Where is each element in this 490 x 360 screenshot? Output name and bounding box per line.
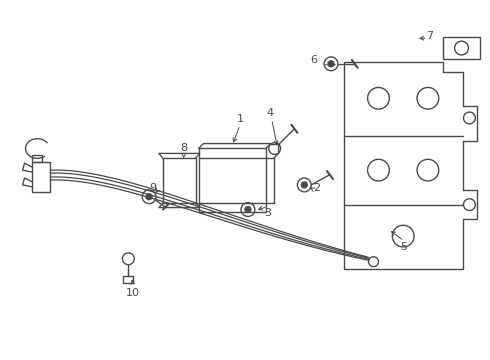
Text: 5: 5 — [401, 242, 408, 252]
Bar — [163, 158, 196, 203]
Circle shape — [245, 207, 251, 212]
Bar — [123, 276, 133, 283]
Text: 4: 4 — [266, 108, 273, 118]
Bar — [198, 148, 266, 212]
Bar — [32, 162, 50, 192]
Text: 3: 3 — [264, 208, 271, 219]
Circle shape — [146, 194, 152, 200]
Text: 7: 7 — [426, 31, 434, 41]
Bar — [443, 37, 480, 59]
Circle shape — [328, 61, 334, 67]
Text: 6: 6 — [311, 55, 318, 65]
Text: 9: 9 — [149, 183, 157, 193]
Bar — [32, 156, 42, 162]
Text: 10: 10 — [126, 288, 140, 298]
Text: 8: 8 — [180, 144, 187, 153]
Circle shape — [301, 182, 307, 188]
Text: 1: 1 — [237, 114, 244, 124]
Text: 2: 2 — [314, 183, 321, 193]
